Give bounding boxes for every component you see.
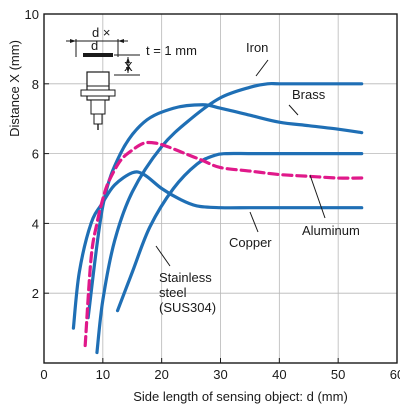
- series-line-brass: [86, 103, 364, 320]
- series-line-aluminum: [115, 151, 364, 313]
- label-aluminum: Aluminum: [302, 223, 360, 238]
- thickness-label: t = 1 mm: [146, 43, 197, 58]
- y-tick-label: 10: [25, 7, 39, 22]
- label-copper: Copper: [229, 235, 272, 250]
- inset-x-label: X: [124, 59, 133, 74]
- x-tick-label: 60: [390, 367, 400, 382]
- sensor-nut: [80, 89, 116, 97]
- x-tick-label: 50: [331, 367, 345, 382]
- inset-d-dim-label-2: d: [91, 38, 98, 53]
- x-tick-label: 20: [154, 367, 168, 382]
- series-lines: [71, 81, 364, 355]
- label-sus304: (SUS304): [159, 300, 216, 315]
- series-annotations: Iron Brass Aluminum Copper Stainless ste…: [155, 40, 360, 315]
- sensor-inset-diagram: d × d X t = 1 mm: [66, 25, 197, 130]
- axis-ticks: 0 10 20 30 40 50 60 2 4 6 8 10: [25, 7, 400, 382]
- label-steel: steel: [159, 285, 187, 300]
- x-tick-label: 0: [40, 367, 47, 382]
- inset-d-dim-label: d ×: [92, 25, 110, 40]
- x-tick-label: 10: [96, 367, 110, 382]
- y-tick-label: 8: [32, 77, 39, 92]
- grid: [44, 14, 397, 363]
- y-tick-label: 2: [32, 286, 39, 301]
- label-brass: Brass: [292, 87, 326, 102]
- y-axis-title: Distance X (mm): [7, 40, 22, 137]
- series-line-stainless-steel-sus304: [83, 140, 364, 348]
- series-line-copper: [71, 170, 364, 330]
- y-tick-label: 4: [32, 216, 39, 231]
- x-tick-label: 40: [272, 367, 286, 382]
- x-axis-title: Side length of sensing object: d (mm): [133, 389, 348, 404]
- series-line-iron: [95, 81, 364, 355]
- x-tick-label: 30: [213, 367, 227, 382]
- label-stainless: Stainless: [159, 270, 212, 285]
- label-iron: Iron: [246, 40, 268, 55]
- sensing-plate: [83, 53, 113, 57]
- y-tick-label: 6: [32, 147, 39, 162]
